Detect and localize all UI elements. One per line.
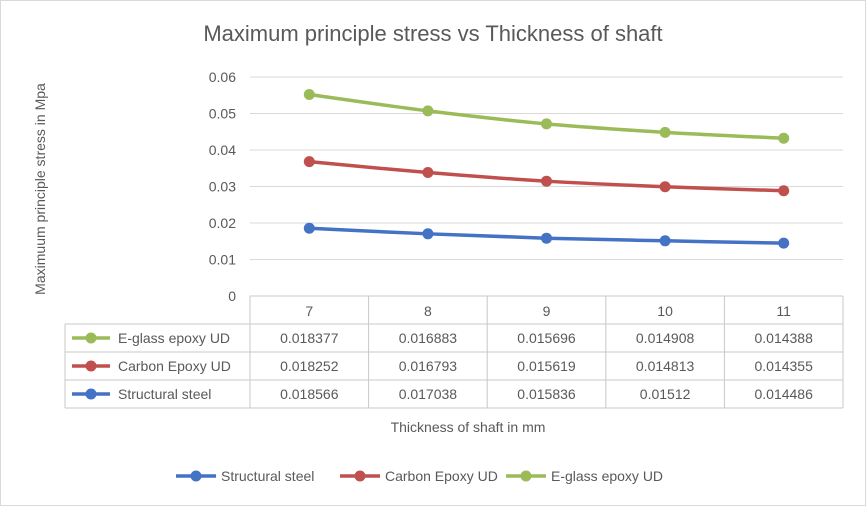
e-glass-epoxy-ud-table-key-marker (85, 332, 97, 344)
table-cell-value: 0.014813 (636, 358, 695, 374)
table-cell-value: 0.016793 (399, 358, 458, 374)
y-tick-label: 0.01 (209, 252, 236, 268)
structural-steel-legend-marker (190, 470, 202, 482)
y-tick-label: 0.06 (209, 69, 236, 85)
table-row-label: Structural steel (118, 386, 211, 402)
table-cell-value: 0.015619 (517, 358, 576, 374)
y-tick-label: 0.04 (209, 142, 236, 158)
chart-title: Maximum principle stress vs Thickness of… (203, 21, 662, 46)
y-tick-label: 0.02 (209, 215, 236, 231)
x-category-label: 9 (543, 303, 551, 319)
legend: Structural steel Carbon Epoxy UD E-glass e… (176, 468, 663, 484)
structural-steel-point (303, 222, 315, 234)
structural-steel-table-key-marker (85, 388, 97, 400)
table-cell-value: 0.014486 (754, 386, 813, 402)
table-cell-value: 0.017038 (399, 386, 458, 402)
table-cell-value: 0.018252 (280, 358, 339, 374)
carbon-epoxy-ud-point (541, 175, 552, 187)
structural-steel-point (778, 237, 790, 249)
table-cell-value: 0.018566 (280, 386, 339, 402)
table-cell-value: 0.015696 (517, 330, 576, 346)
carbon-epoxy-ud-point (659, 181, 671, 193)
carbon-epoxy-ud-legend-marker (354, 470, 366, 482)
table-cell-value: 0.018377 (280, 330, 339, 346)
carbon-epoxy-ud-point (778, 185, 790, 197)
x-category-label: 11 (776, 303, 791, 319)
table-cell-value: 0.014388 (754, 330, 813, 346)
y-tick-label: 0.03 (209, 179, 236, 195)
table-cell-value: 0.014355 (754, 358, 813, 374)
legend-entry-label: Carbon Epoxy UD (385, 468, 498, 484)
legend-entry-label: E-glass epoxy UD (551, 468, 663, 484)
carbon-epoxy-ud-point (422, 167, 434, 179)
structural-steel-point (541, 232, 552, 244)
carbon-epoxy-ud-point (303, 156, 315, 168)
structural-steel-point (659, 235, 671, 247)
y-axis-label: Maximuum principle stress in Mpa (32, 83, 48, 295)
gridlines (250, 76, 843, 260)
table-cell-value: 0.015836 (517, 386, 576, 402)
e-glass-epoxy-ud-point (422, 105, 434, 117)
x-category-label: 8 (424, 303, 432, 319)
x-axis-label: Thickness of shaft in mm (391, 419, 546, 435)
e-glass-epoxy-ud-legend-marker (520, 470, 532, 482)
table-row-label: E-glass epoxy UD (118, 330, 230, 346)
table-cell-value: 0.014908 (636, 330, 695, 346)
table-cell-value: 0.01512 (640, 386, 691, 402)
y-tick-label: 0.05 (209, 106, 236, 122)
e-glass-epoxy-ud-point (303, 89, 315, 101)
y-axis-ticks: 0 0.01 0.02 0.03 0.04 0.05 0.06 (209, 69, 236, 304)
table-cell-value: 0.016883 (399, 330, 458, 346)
table-row-label: Carbon Epoxy UD (118, 358, 231, 374)
e-glass-epoxy-ud-point (659, 126, 671, 138)
data-table: 7 8 9 10 11 E-glass epoxy UD 0.018377 0.016883 0… (64, 295, 844, 409)
e-glass-epoxy-ud-point (778, 132, 790, 144)
y-tick-label: 0 (228, 288, 236, 304)
series-lines (303, 89, 790, 249)
x-category-label: 7 (305, 303, 313, 319)
x-category-label: 10 (657, 303, 673, 319)
e-glass-epoxy-ud-line (307, 92, 786, 140)
carbon-epoxy-ud-table-key-marker (85, 360, 97, 372)
e-glass-epoxy-ud-point (541, 118, 552, 130)
legend-entry-label: Structural steel (221, 468, 314, 484)
structural-steel-point (422, 228, 434, 240)
